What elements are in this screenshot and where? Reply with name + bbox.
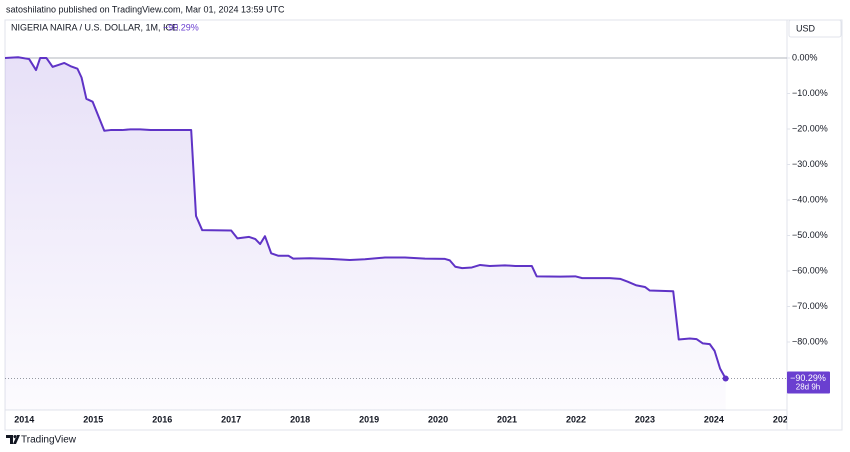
x-tick-label: 2024: [704, 414, 724, 424]
x-tick-label: 2016: [152, 414, 172, 424]
x-ticks: 2014 2015 2016 2017 2018 2019 2020 2021 2022 2023…: [14, 414, 793, 424]
last-price-label: −90.29%: [790, 373, 826, 383]
x-tick-label: 2017: [221, 414, 241, 424]
y-tick-label: −10.00%: [792, 88, 828, 98]
x-tick-label: 2019: [359, 414, 379, 424]
x-tick-label: 2015: [83, 414, 103, 424]
x-tick-label: 2025: [773, 414, 793, 424]
y-tick-label: −50.00%: [792, 230, 828, 240]
x-tick-label: 2022: [566, 414, 586, 424]
y-tick-label: −40.00%: [792, 194, 828, 204]
x-tick-label: 2020: [428, 414, 448, 424]
footer-brand: TradingView: [21, 435, 77, 446]
y-tick-label: −80.00%: [792, 336, 828, 346]
y-tick-label: −70.00%: [792, 301, 828, 311]
y-tick-label: 0.00%: [792, 52, 818, 62]
currency-label[interactable]: USD: [796, 23, 816, 33]
countdown-label: 28d 9h: [796, 383, 820, 392]
x-tick-label: 2021: [497, 414, 517, 424]
last-point: [722, 375, 729, 382]
tv-logo: [6, 435, 20, 444]
price-line: [5, 56, 727, 380]
last-price-box: [787, 371, 830, 394]
x-tick-label: 2014: [14, 414, 34, 424]
plot: [5, 56, 787, 410]
publisher-line: satoshilatino published on TradingView.c…: [6, 4, 285, 14]
y-tick-label: −30.00%: [792, 159, 828, 169]
axes: 0.00% −10.00% −20.00% −30.00% −40.00% −50.00%…: [14, 52, 830, 424]
y-tick-label: −20.00%: [792, 123, 828, 133]
x-tick-label: 2023: [635, 414, 655, 424]
currency-button[interactable]: [788, 19, 842, 38]
symbol-title: NIGERIA NAIRA / U.S. DOLLAR, 1M, ICE: [11, 22, 178, 32]
y-tick-label: −60.00%: [792, 265, 828, 275]
area-fill: [5, 57, 726, 410]
symbol-change: −90.29%: [163, 22, 199, 32]
x-tick-label: 2018: [290, 414, 310, 424]
